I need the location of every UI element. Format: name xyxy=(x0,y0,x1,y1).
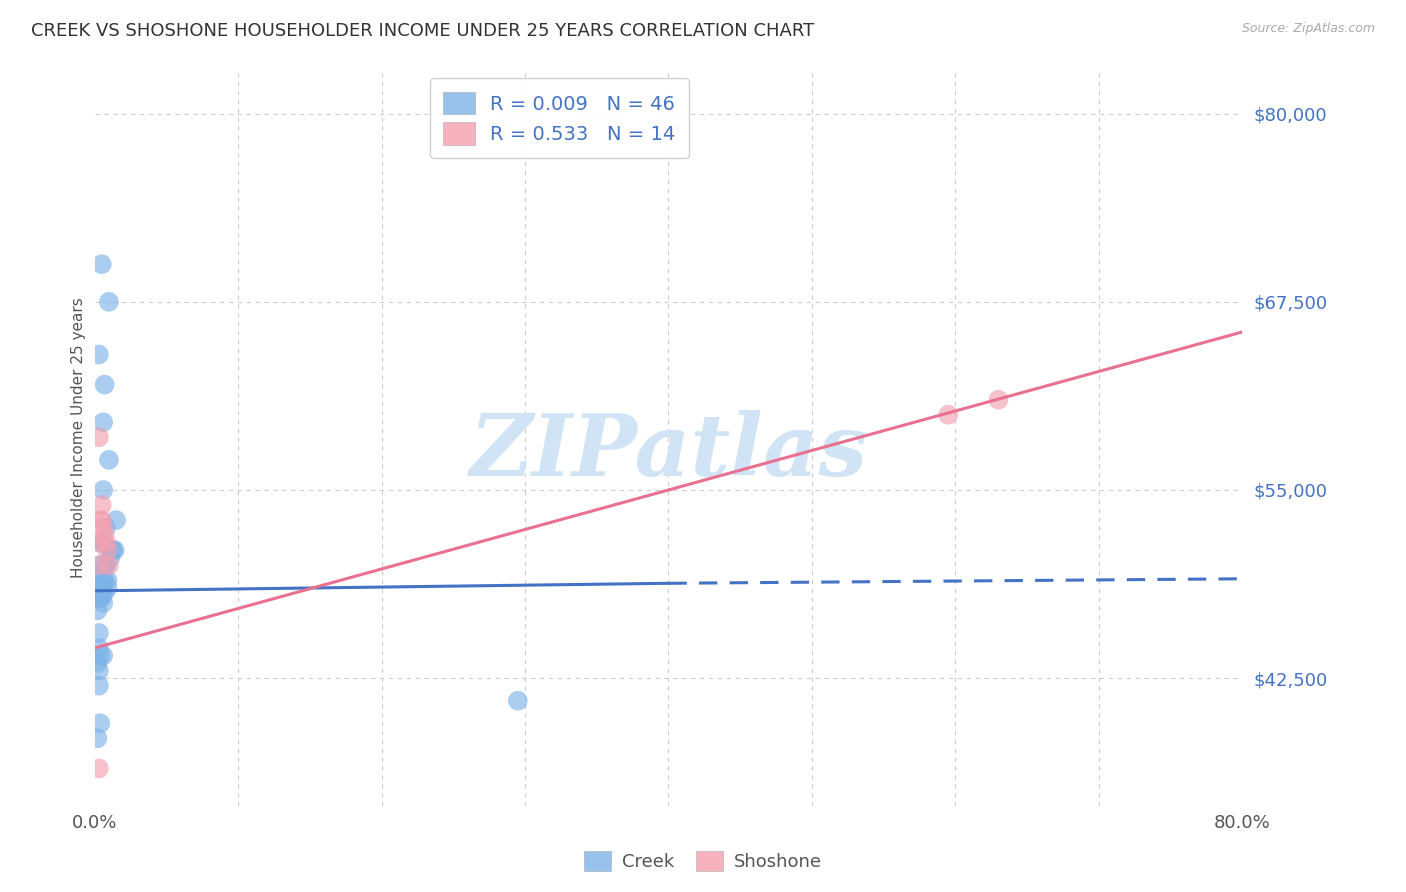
Point xyxy=(89,716,111,731)
Text: Source: ZipAtlas.com: Source: ZipAtlas.com xyxy=(1241,22,1375,36)
Point xyxy=(91,520,114,534)
Point xyxy=(89,588,111,602)
Point xyxy=(97,453,120,467)
Point xyxy=(91,483,114,497)
Point xyxy=(987,392,1010,407)
Point xyxy=(91,596,114,610)
Point xyxy=(93,585,115,599)
Point xyxy=(93,377,115,392)
Point xyxy=(91,581,114,595)
Point xyxy=(87,535,110,549)
Point xyxy=(91,415,114,429)
Point xyxy=(506,694,529,708)
Point xyxy=(87,626,110,640)
Point xyxy=(89,591,111,606)
Point xyxy=(87,664,110,678)
Point xyxy=(98,550,121,565)
Point xyxy=(93,574,115,588)
Point xyxy=(90,257,112,271)
Point xyxy=(90,588,112,602)
Text: CREEK VS SHOSHONE HOUSEHOLDER INCOME UNDER 25 YEARS CORRELATION CHART: CREEK VS SHOSHONE HOUSEHOLDER INCOME UND… xyxy=(31,22,814,40)
Point xyxy=(96,543,118,558)
Point xyxy=(87,588,110,602)
Point xyxy=(105,513,128,527)
Point xyxy=(86,587,108,601)
Point xyxy=(104,543,127,558)
Point xyxy=(87,347,110,361)
Point xyxy=(97,294,120,309)
Point xyxy=(87,640,110,655)
Point xyxy=(90,513,112,527)
Point xyxy=(89,513,111,527)
Point xyxy=(96,574,118,588)
Point xyxy=(87,679,110,693)
Point xyxy=(89,566,111,580)
Legend: Creek, Shoshone: Creek, Shoshone xyxy=(576,844,830,879)
Point xyxy=(96,581,118,595)
Point xyxy=(101,543,124,558)
Point xyxy=(89,648,111,663)
Y-axis label: Householder Income Under 25 years: Householder Income Under 25 years xyxy=(72,297,86,578)
Point xyxy=(936,408,959,422)
Point xyxy=(90,590,112,604)
Point xyxy=(90,574,112,588)
Point xyxy=(94,535,117,549)
Point xyxy=(97,558,120,573)
Point xyxy=(86,656,108,670)
Point xyxy=(93,528,115,542)
Point xyxy=(87,761,110,775)
Text: ZIPatlas: ZIPatlas xyxy=(470,410,868,494)
Point xyxy=(87,583,110,598)
Point xyxy=(86,731,108,746)
Point xyxy=(103,543,125,558)
Point xyxy=(90,498,112,512)
Point xyxy=(94,520,117,534)
Point xyxy=(87,430,110,444)
Point xyxy=(86,603,108,617)
Point xyxy=(94,558,117,573)
Point xyxy=(91,648,114,663)
Point xyxy=(90,535,112,549)
Point xyxy=(89,581,111,595)
Point xyxy=(87,558,110,573)
Point xyxy=(87,581,110,595)
Point xyxy=(89,558,111,573)
Point xyxy=(94,558,117,573)
Point xyxy=(91,535,114,549)
Legend: R = 0.009   N = 46, R = 0.533   N = 14: R = 0.009 N = 46, R = 0.533 N = 14 xyxy=(430,78,689,158)
